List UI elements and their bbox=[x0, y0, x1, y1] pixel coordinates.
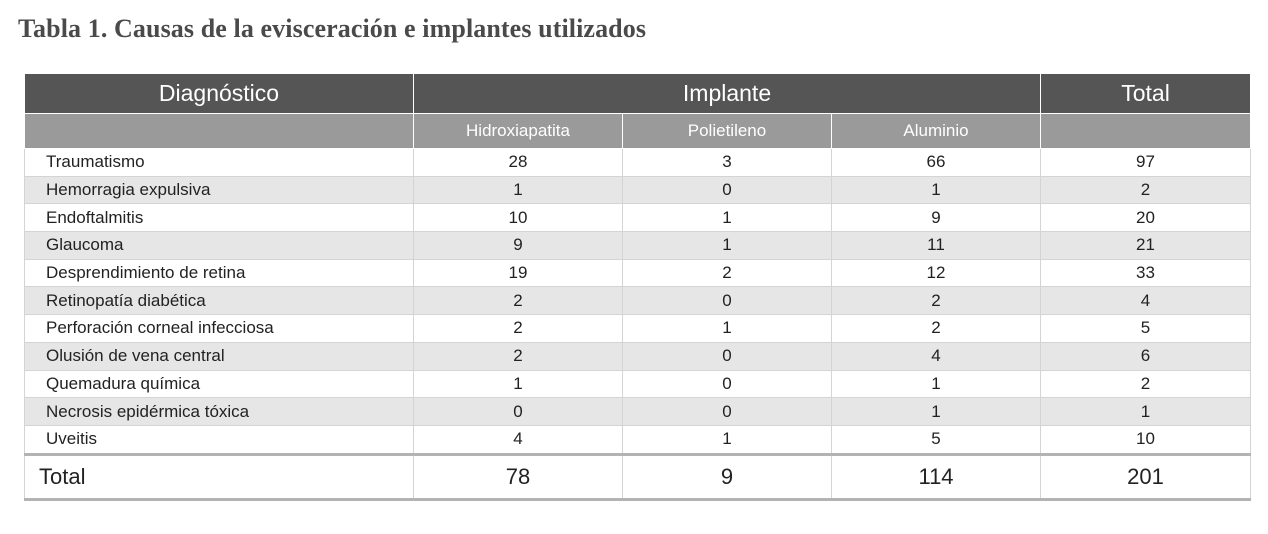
cell-hidroxiapatita: 2 bbox=[413, 341, 623, 371]
cell-hidroxiapatita: 2 bbox=[413, 314, 623, 343]
cell-aluminio: 1 bbox=[830, 175, 1042, 205]
cell-hidroxiapatita: 0 bbox=[413, 397, 623, 426]
total-label: Total bbox=[24, 452, 414, 501]
cell-diagnostico: Traumatismo bbox=[24, 148, 414, 177]
cell-diagnostico: Olusión de vena central bbox=[24, 341, 414, 371]
subheader-aluminio: Aluminio bbox=[830, 113, 1042, 149]
subheader-empty-total bbox=[1040, 113, 1252, 149]
total-hidroxiapatita: 78 bbox=[413, 452, 623, 501]
table-row: Traumatismo 28 3 66 97 bbox=[24, 148, 1252, 177]
cell-polietileno: 1 bbox=[622, 314, 832, 343]
cell-aluminio: 4 bbox=[830, 341, 1042, 371]
cell-polietileno: 1 bbox=[622, 231, 832, 260]
cell-total: 10 bbox=[1040, 424, 1252, 455]
cell-total: 20 bbox=[1040, 203, 1252, 233]
total-row: Total 78 9 114 201 bbox=[24, 452, 1252, 501]
cell-diagnostico: Retinopatía diabética bbox=[24, 286, 414, 316]
cell-total: 33 bbox=[1040, 258, 1252, 288]
cell-total: 2 bbox=[1040, 369, 1252, 399]
cell-polietileno: 0 bbox=[622, 397, 832, 426]
table-body: Traumatismo 28 3 66 97 Hemorragia expulsiva 1 0… bbox=[24, 148, 1252, 455]
cell-diagnostico: Hemorragia expulsiva bbox=[24, 175, 414, 205]
header-row-main: Diagnóstico Implante Total bbox=[24, 74, 1252, 114]
cell-hidroxiapatita: 4 bbox=[413, 424, 623, 455]
table-row: Hemorragia expulsiva 1 0 1 2 bbox=[24, 175, 1252, 205]
subheader-hidroxiapatita: Hidroxiapatita bbox=[413, 113, 623, 149]
table-row: Quemadura química 1 0 1 2 bbox=[24, 369, 1252, 399]
cell-hidroxiapatita: 9 bbox=[413, 231, 623, 260]
cell-aluminio: 66 bbox=[830, 148, 1042, 177]
header-diagnostico: Diagnóstico bbox=[24, 74, 414, 114]
cell-polietileno: 1 bbox=[622, 424, 832, 455]
cell-hidroxiapatita: 28 bbox=[413, 148, 623, 177]
cell-hidroxiapatita: 1 bbox=[413, 175, 623, 205]
cell-total: 4 bbox=[1040, 286, 1252, 316]
table-row: Uveitis 4 1 5 10 bbox=[24, 424, 1252, 455]
header-row-sub: Hidroxiapatita Polietileno Aluminio bbox=[24, 113, 1252, 149]
cell-total: 6 bbox=[1040, 341, 1252, 371]
cell-polietileno: 1 bbox=[622, 203, 832, 233]
header-total: Total bbox=[1040, 74, 1252, 114]
cell-aluminio: 1 bbox=[830, 397, 1042, 426]
cell-polietileno: 0 bbox=[622, 369, 832, 399]
cell-hidroxiapatita: 10 bbox=[413, 203, 623, 233]
total-polietileno: 9 bbox=[622, 452, 832, 501]
cell-polietileno: 0 bbox=[622, 175, 832, 205]
cell-aluminio: 2 bbox=[830, 314, 1042, 343]
cell-aluminio: 1 bbox=[830, 369, 1042, 399]
header-implante: Implante bbox=[412, 74, 1042, 114]
cell-polietileno: 0 bbox=[622, 341, 832, 371]
cell-hidroxiapatita: 19 bbox=[413, 258, 623, 288]
table-title: Tabla 1. Causas de la evisceración e imp… bbox=[18, 14, 647, 43]
cell-polietileno: 0 bbox=[622, 286, 832, 316]
table-row: Retinopatía diabética 2 0 2 4 bbox=[24, 286, 1252, 316]
cell-diagnostico: Perforación corneal infecciosa bbox=[24, 314, 414, 343]
cell-total: 97 bbox=[1040, 148, 1252, 177]
cell-aluminio: 12 bbox=[830, 258, 1042, 288]
total-total: 201 bbox=[1040, 452, 1252, 501]
table-row: Desprendimiento de retina 19 2 12 33 bbox=[24, 258, 1252, 288]
cell-total: 1 bbox=[1040, 397, 1252, 426]
table-row: Olusión de vena central 2 0 4 6 bbox=[24, 341, 1252, 371]
cell-diagnostico: Uveitis bbox=[24, 424, 414, 455]
cell-aluminio: 2 bbox=[830, 286, 1042, 316]
cell-diagnostico: Quemadura química bbox=[24, 369, 414, 399]
cell-polietileno: 2 bbox=[622, 258, 832, 288]
subheader-polietileno: Polietileno bbox=[622, 113, 832, 149]
table-row: Endoftalmitis 10 1 9 20 bbox=[24, 203, 1252, 233]
cell-aluminio: 9 bbox=[830, 203, 1042, 233]
table-row: Glaucoma 9 1 11 21 bbox=[24, 231, 1252, 260]
data-table: Diagnóstico Implante Total Hidroxiapatit… bbox=[24, 74, 1252, 501]
cell-diagnostico: Endoftalmitis bbox=[24, 203, 414, 233]
cell-total: 5 bbox=[1040, 314, 1252, 343]
total-aluminio: 114 bbox=[830, 452, 1042, 501]
subheader-empty-diag bbox=[24, 113, 414, 149]
cell-total: 21 bbox=[1040, 231, 1252, 260]
cell-polietileno: 3 bbox=[622, 148, 832, 177]
cell-aluminio: 11 bbox=[830, 231, 1042, 260]
table-row: Necrosis epidérmica tóxica 0 0 1 1 bbox=[24, 397, 1252, 426]
cell-diagnostico: Glaucoma bbox=[24, 231, 414, 260]
cell-hidroxiapatita: 1 bbox=[413, 369, 623, 399]
cell-total: 2 bbox=[1040, 175, 1252, 205]
table-row: Perforación corneal infecciosa 2 1 2 5 bbox=[24, 314, 1252, 343]
cell-aluminio: 5 bbox=[830, 424, 1042, 455]
cell-diagnostico: Desprendimiento de retina bbox=[24, 258, 414, 288]
cell-diagnostico: Necrosis epidérmica tóxica bbox=[24, 397, 414, 426]
cell-hidroxiapatita: 2 bbox=[413, 286, 623, 316]
